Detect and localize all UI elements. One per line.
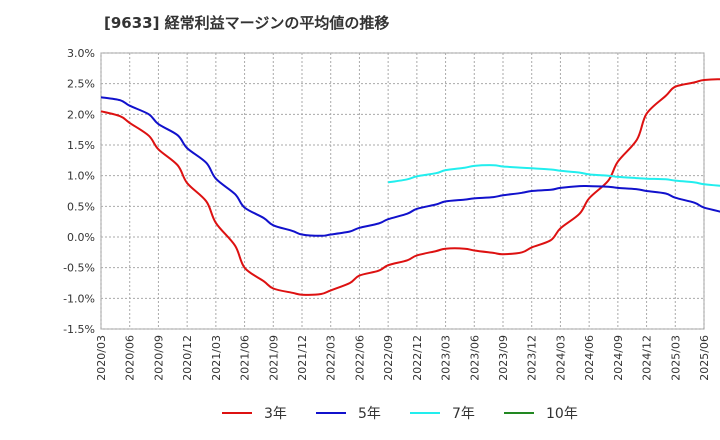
x-tick-label: 2021/03 (210, 335, 223, 381)
x-tick-label: 2022/06 (353, 335, 366, 381)
x-tick-label: 2025/03 (669, 335, 682, 381)
y-tick-label: 2.5% (67, 78, 95, 91)
legend-label: 5年 (358, 406, 381, 422)
y-tick-label: -1.5% (63, 323, 95, 336)
x-tick-label: 2021/09 (267, 335, 280, 381)
x-axis: 2020/03 2020/06 2020/09 2020/12 2021/03 2021/… (95, 335, 711, 381)
y-tick-label: 2.0% (67, 108, 95, 121)
legend: 3年 5年 7年 10年 (222, 406, 578, 422)
y-tick-label: -0.5% (63, 262, 95, 275)
x-tick-label: 2023/03 (440, 335, 453, 381)
series-line-3 (387, 164, 720, 187)
x-tick-label: 2022/03 (325, 335, 338, 381)
y-tick-label: 0.0% (67, 231, 95, 244)
y-tick-label: -1.0% (63, 292, 95, 305)
x-tick-label: 2020/09 (152, 335, 165, 381)
x-tick-label: 2024/03 (554, 335, 567, 381)
x-tick-label: 2023/09 (497, 335, 510, 381)
x-tick-label: 2024/12 (641, 335, 654, 381)
y-tick-label: 3.0% (67, 47, 95, 60)
y-tick-label: 1.0% (67, 170, 95, 183)
x-tick-label: 2020/12 (181, 335, 194, 381)
y-axis: 3.0% 2.5% 2.0% 1.5% 1.0% 0.5% 0.0% -0.5% -1.0% -1… (63, 47, 95, 336)
series-lines (100, 78, 720, 296)
series-line-1 (100, 78, 720, 296)
x-tick-label: 2022/12 (411, 335, 424, 381)
series-line-2 (100, 96, 720, 237)
x-tick-label: 2021/06 (239, 335, 252, 381)
legend-label: 10年 (546, 406, 578, 422)
legend-label: 7年 (452, 406, 475, 422)
grid (100, 52, 705, 330)
plot-area (100, 52, 705, 330)
x-tick-label: 2020/06 (124, 335, 137, 381)
legend-label: 3年 (264, 406, 287, 422)
y-tick-label: 1.5% (67, 139, 95, 152)
y-tick-label: 0.5% (67, 200, 95, 213)
chart-title: [9633] 経常利益マージンの平均値の推移 (104, 14, 390, 32)
x-tick-label: 2023/12 (526, 335, 539, 381)
x-tick-label: 2023/06 (468, 335, 481, 381)
x-tick-label: 2022/09 (382, 335, 395, 381)
x-tick-label: 2024/09 (612, 335, 625, 381)
x-tick-label: 2024/06 (583, 335, 596, 381)
x-tick-label: 2020/03 (95, 335, 108, 381)
x-tick-label: 2025/06 (698, 335, 711, 381)
x-tick-label: 2021/12 (296, 335, 309, 381)
